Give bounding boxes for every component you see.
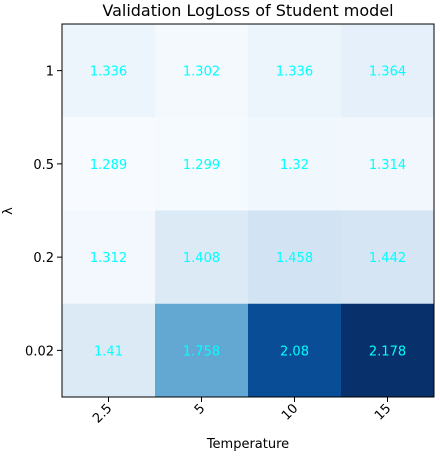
heatmap-cell xyxy=(155,117,249,211)
heatmap-cell xyxy=(155,303,249,398)
y-tick-label: 0.5 xyxy=(33,158,54,173)
cell-value-label: 1.336 xyxy=(90,65,127,80)
y-tick-label: 1 xyxy=(46,65,54,80)
cell-value-label: 2.178 xyxy=(369,344,406,359)
cell-value-label: 1.302 xyxy=(183,65,220,80)
x-tick-label: 5 xyxy=(192,401,208,417)
cell-value-label: 1.458 xyxy=(276,251,313,266)
cell-value-label: 1.289 xyxy=(90,158,127,173)
y-axis-label: λ xyxy=(1,207,16,215)
cell-value-label: 1.32 xyxy=(280,158,309,173)
x-axis-ticks: 2.5 5 10 15 xyxy=(90,397,394,426)
x-axis-label: Temperature xyxy=(206,437,289,452)
heatmap-cell xyxy=(62,303,156,398)
heatmap-cell xyxy=(248,303,342,398)
cell-value-label: 1.314 xyxy=(369,158,406,173)
chart-title: Validation LogLoss of Student model xyxy=(102,1,393,20)
heatmap-cell xyxy=(341,24,435,118)
heatmap-cell xyxy=(341,117,435,211)
cell-value-label: 1.299 xyxy=(183,158,220,173)
y-tick-label: 0.2 xyxy=(33,251,54,266)
y-axis-ticks: 1 0.5 0.2 0.02 xyxy=(25,65,62,359)
heatmap-cell xyxy=(248,24,342,118)
heatmap-cell-labels: 1.336 1.302 1.336 1.364 1.289 1.299 1.32 1.314 1… xyxy=(90,65,406,360)
y-tick-label: 0.02 xyxy=(25,344,54,359)
cell-value-label: 1.408 xyxy=(183,251,220,266)
plot-frame xyxy=(61,23,435,398)
heatmap-cells xyxy=(62,24,435,398)
cell-value-label: 1.336 xyxy=(276,65,313,80)
cell-value-label: 1.41 xyxy=(94,344,123,359)
heatmap-cell xyxy=(155,210,249,305)
cell-value-label: 1.442 xyxy=(369,251,406,266)
heatmap-cell xyxy=(62,117,156,211)
cell-value-label: 1.758 xyxy=(183,344,220,359)
x-tick-label: 15 xyxy=(372,401,394,423)
x-tick-label: 10 xyxy=(279,401,301,423)
heatmap-cell xyxy=(62,210,156,305)
x-tick-label: 2.5 xyxy=(90,401,115,426)
heatmap-cell xyxy=(155,24,249,118)
heatmap-cell xyxy=(248,210,342,305)
heatmap-cell xyxy=(248,117,342,211)
cell-value-label: 1.364 xyxy=(369,65,406,80)
heatmap-cell xyxy=(341,210,435,305)
heatmap-cell xyxy=(341,303,435,398)
cell-value-label: 1.312 xyxy=(90,251,127,266)
cell-value-label: 2.08 xyxy=(280,344,309,359)
heatmap-cell xyxy=(62,24,156,118)
